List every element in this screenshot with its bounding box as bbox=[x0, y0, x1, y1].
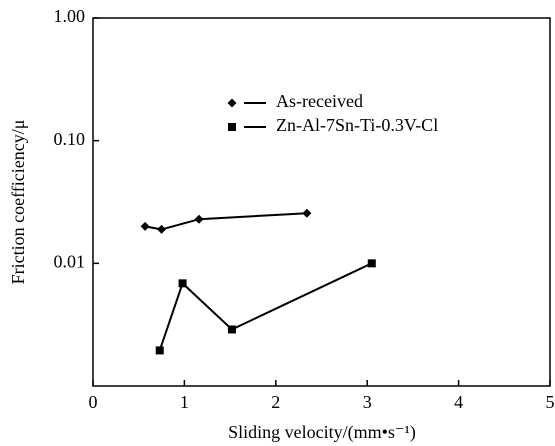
series-line bbox=[144, 212, 307, 231]
data-point bbox=[155, 346, 164, 355]
data-point bbox=[140, 221, 150, 231]
data-point bbox=[367, 259, 376, 268]
y-tick-label: 0.01 bbox=[54, 251, 86, 271]
x-axis-label: Sliding velocity/(mm•s⁻¹) bbox=[228, 422, 416, 443]
legend-marker bbox=[228, 123, 236, 131]
y-tick-label: 1.00 bbox=[54, 6, 86, 26]
y-axis-label: Friction coefficiency/μ bbox=[8, 120, 28, 285]
data-point bbox=[227, 325, 236, 334]
x-tick-label: 2 bbox=[271, 392, 280, 412]
data-point bbox=[178, 279, 187, 288]
legend-marker bbox=[227, 98, 237, 108]
series-line bbox=[158, 262, 373, 351]
x-tick-label: 1 bbox=[180, 392, 189, 412]
y-tick-label: 0.10 bbox=[54, 129, 86, 149]
data-point bbox=[194, 214, 204, 224]
x-tick-label: 5 bbox=[546, 392, 555, 412]
data-point bbox=[157, 224, 167, 234]
x-tick-label: 4 bbox=[454, 392, 463, 412]
x-tick-label: 3 bbox=[363, 392, 372, 412]
legend-label: Zn-Al-7Sn-Ti-0.3V-Cl bbox=[276, 115, 438, 135]
plot-frame bbox=[92, 17, 551, 387]
x-tick-label: 0 bbox=[89, 392, 98, 412]
data-point bbox=[302, 208, 312, 218]
legend-label: As-received bbox=[276, 91, 363, 111]
